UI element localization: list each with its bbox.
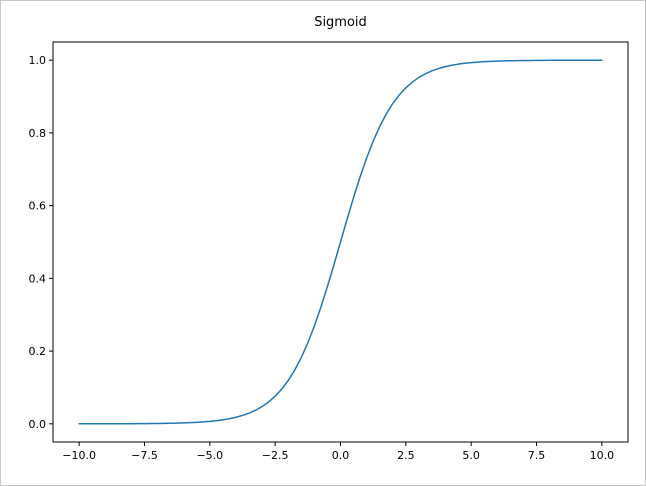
- y-tick-label: 0.4: [29, 272, 47, 285]
- y-tick-label: 1.0: [29, 54, 47, 67]
- x-tick-label: 7.5: [528, 449, 546, 462]
- x-tick-label: 2.5: [397, 449, 415, 462]
- x-tick-label: −2.5: [262, 449, 289, 462]
- sigmoid-line: [78, 59, 603, 425]
- y-tick-label: 0.2: [29, 345, 47, 358]
- x-tick-label: 10.0: [590, 449, 615, 462]
- y-tick-label: 0.0: [29, 418, 47, 431]
- y-tick-label: 0.8: [29, 127, 47, 140]
- x-tick-label: 5.0: [462, 449, 480, 462]
- x-tick-label: −7.5: [131, 449, 158, 462]
- x-tick-label: −5.0: [196, 449, 223, 462]
- x-tick-label: −10.0: [62, 449, 96, 462]
- y-tick-label: 0.6: [29, 200, 47, 213]
- x-tick-label: 0.0: [332, 449, 350, 462]
- chart-title: Sigmoid: [314, 15, 367, 30]
